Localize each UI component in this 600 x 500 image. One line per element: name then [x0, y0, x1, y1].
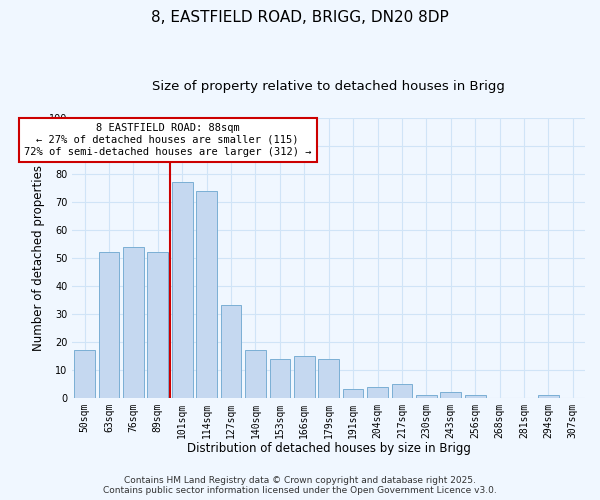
Bar — [269, 358, 290, 398]
Bar — [343, 390, 364, 398]
Title: Size of property relative to detached houses in Brigg: Size of property relative to detached ho… — [152, 80, 505, 93]
Text: 8, EASTFIELD ROAD, BRIGG, DN20 8DP: 8, EASTFIELD ROAD, BRIGG, DN20 8DP — [151, 10, 449, 25]
Bar — [221, 306, 241, 398]
Bar — [392, 384, 412, 398]
Bar — [538, 395, 559, 398]
Bar — [416, 395, 437, 398]
Y-axis label: Number of detached properties: Number of detached properties — [32, 165, 45, 351]
Bar — [98, 252, 119, 398]
Bar — [465, 395, 485, 398]
Bar — [172, 182, 193, 398]
Bar — [294, 356, 314, 398]
Bar — [74, 350, 95, 398]
Bar — [245, 350, 266, 398]
Text: Contains HM Land Registry data © Crown copyright and database right 2025.
Contai: Contains HM Land Registry data © Crown c… — [103, 476, 497, 495]
Bar — [123, 246, 144, 398]
Bar — [367, 386, 388, 398]
Bar — [440, 392, 461, 398]
Bar — [196, 190, 217, 398]
X-axis label: Distribution of detached houses by size in Brigg: Distribution of detached houses by size … — [187, 442, 470, 455]
Bar — [148, 252, 168, 398]
Bar — [319, 358, 339, 398]
Text: 8 EASTFIELD ROAD: 88sqm
← 27% of detached houses are smaller (115)
72% of semi-d: 8 EASTFIELD ROAD: 88sqm ← 27% of detache… — [24, 124, 311, 156]
